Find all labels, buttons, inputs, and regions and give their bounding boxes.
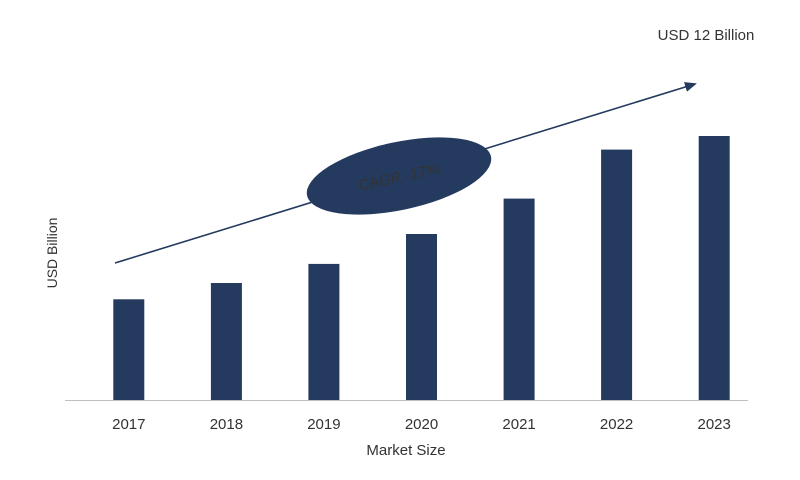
bars-group	[113, 136, 730, 400]
end-value-label: USD 12 Billion	[658, 27, 755, 44]
bar-2022	[601, 149, 633, 400]
x-tick-label-2021: 2021	[502, 416, 535, 433]
bar-2018	[210, 283, 242, 400]
y-axis-label: USD Billion	[44, 218, 60, 289]
x-tick-labels: 2017 2018 2019 2020 2021 2022 2023	[112, 416, 731, 433]
bar-2020	[406, 234, 437, 400]
x-tick-label-2017: 2017	[112, 416, 145, 433]
cagr-ellipse	[306, 137, 492, 215]
x-axis-label: Market Size	[366, 442, 445, 459]
x-tick-label-2020: 2020	[405, 416, 438, 433]
x-tick-label-2019: 2019	[307, 416, 340, 433]
x-tick-label-2022: 2022	[600, 416, 633, 433]
bar-2019	[308, 263, 340, 400]
bar-2021	[503, 198, 535, 400]
x-tick-label-2023: 2023	[698, 416, 731, 433]
cagr-annotation: CAGR -17%	[306, 137, 492, 215]
x-tick-label-2018: 2018	[210, 416, 243, 433]
bar-2017	[113, 299, 145, 400]
bar-2023	[698, 136, 730, 400]
